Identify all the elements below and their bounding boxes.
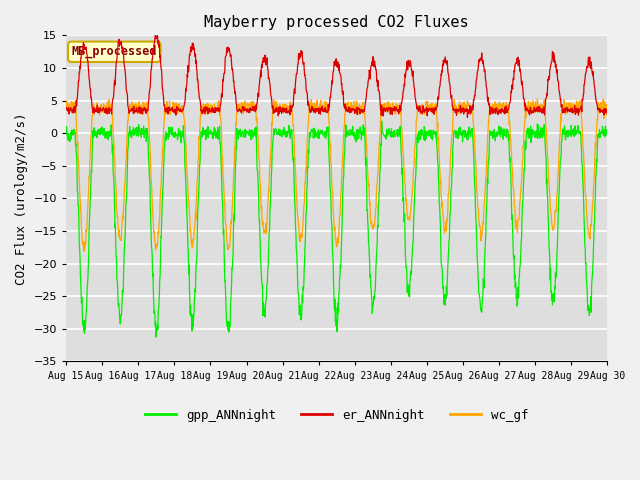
Title: Mayberry processed CO2 Fluxes: Mayberry processed CO2 Fluxes bbox=[204, 15, 469, 30]
Y-axis label: CO2 Flux (urology/m2/s): CO2 Flux (urology/m2/s) bbox=[15, 112, 28, 285]
Text: MB_processed: MB_processed bbox=[72, 45, 157, 59]
Legend: gpp_ANNnight, er_ANNnight, wc_gf: gpp_ANNnight, er_ANNnight, wc_gf bbox=[140, 404, 534, 427]
